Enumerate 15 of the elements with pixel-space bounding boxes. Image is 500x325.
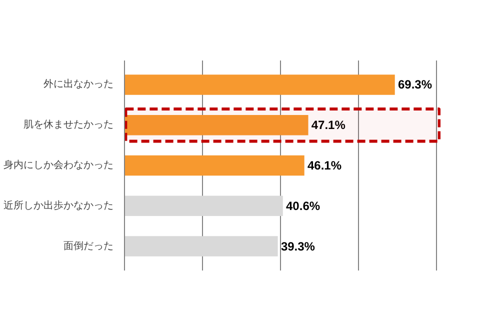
y-tick-label: 肌を休ませたかった (24, 120, 114, 131)
bar (124, 236, 278, 256)
bar (124, 155, 304, 176)
data-label: 46.1% (307, 158, 342, 172)
y-tick-label: 身内にしか会わなかった (4, 159, 114, 171)
bar (124, 196, 283, 216)
data-label: 69.3% (398, 78, 432, 92)
data-label: 39.3% (280, 239, 316, 254)
data-label: 47.1% (311, 118, 346, 132)
y-tick-label: 外に出なかった (44, 78, 114, 90)
bar (124, 115, 308, 136)
bar (124, 74, 395, 95)
data-label: 40.6% (286, 198, 320, 213)
y-tick-label: 面倒だった (64, 240, 114, 252)
y-tick-label: 近所しか出歩かなかった (4, 199, 114, 212)
